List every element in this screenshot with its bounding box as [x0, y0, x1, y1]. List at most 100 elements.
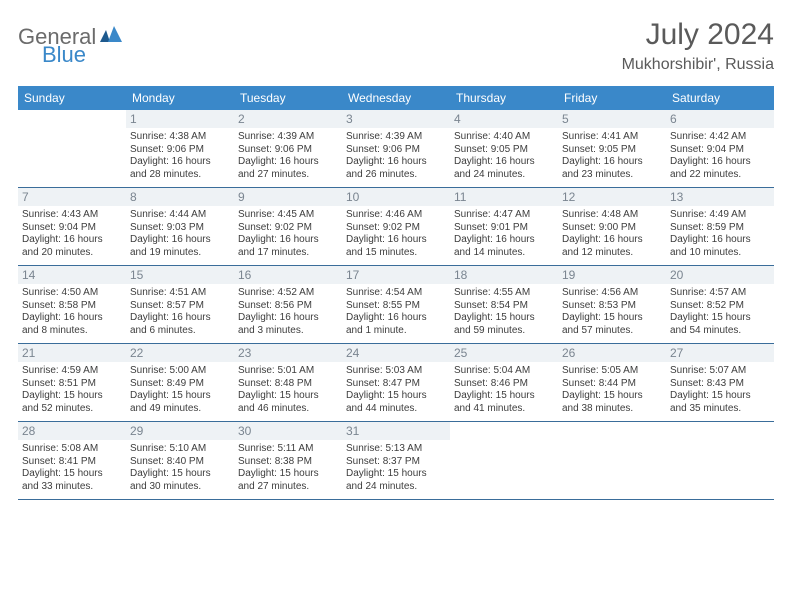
day-number: 9	[234, 188, 342, 206]
sunrise-line: Sunrise: 4:42 AM	[670, 131, 770, 144]
day-number: 31	[342, 422, 450, 440]
day-number: 4	[450, 110, 558, 128]
day-number: 13	[666, 188, 774, 206]
calendar-cell: 27Sunrise: 5:07 AMSunset: 8:43 PMDayligh…	[666, 344, 774, 421]
daylight-line: Daylight: 16 hours and 20 minutes.	[22, 234, 122, 259]
day-number: 5	[558, 110, 666, 128]
weekday-saturday: Saturday	[666, 86, 774, 110]
calendar-cell: 26Sunrise: 5:05 AMSunset: 8:44 PMDayligh…	[558, 344, 666, 421]
sunset-line: Sunset: 9:01 PM	[454, 222, 554, 235]
sunrise-line: Sunrise: 5:10 AM	[130, 443, 230, 456]
daylight-line: Daylight: 16 hours and 26 minutes.	[346, 156, 446, 181]
day-number: 17	[342, 266, 450, 284]
calendar-week: .1Sunrise: 4:38 AMSunset: 9:06 PMDayligh…	[18, 110, 774, 188]
sunset-line: Sunset: 8:38 PM	[238, 456, 338, 469]
daylight-line: Daylight: 15 hours and 41 minutes.	[454, 390, 554, 415]
sunset-line: Sunset: 9:03 PM	[130, 222, 230, 235]
day-number: 21	[18, 344, 126, 362]
month-title: July 2024	[622, 18, 774, 52]
daylight-line: Daylight: 15 hours and 35 minutes.	[670, 390, 770, 415]
calendar-cell: 9Sunrise: 4:45 AMSunset: 9:02 PMDaylight…	[234, 188, 342, 265]
day-number: 20	[666, 266, 774, 284]
daylight-line: Daylight: 15 hours and 57 minutes.	[562, 312, 662, 337]
sunrise-line: Sunrise: 4:59 AM	[22, 365, 122, 378]
weekday-thursday: Thursday	[450, 86, 558, 110]
daylight-line: Daylight: 15 hours and 33 minutes.	[22, 468, 122, 493]
calendar-cell: 30Sunrise: 5:11 AMSunset: 8:38 PMDayligh…	[234, 422, 342, 499]
daylight-line: Daylight: 16 hours and 24 minutes.	[454, 156, 554, 181]
sunset-line: Sunset: 9:00 PM	[562, 222, 662, 235]
calendar-cell: 2Sunrise: 4:39 AMSunset: 9:06 PMDaylight…	[234, 110, 342, 187]
sunset-line: Sunset: 8:51 PM	[22, 378, 122, 391]
daylight-line: Daylight: 16 hours and 17 minutes.	[238, 234, 338, 259]
sunset-line: Sunset: 8:57 PM	[130, 300, 230, 313]
sunrise-line: Sunrise: 4:40 AM	[454, 131, 554, 144]
calendar-cell: 18Sunrise: 4:55 AMSunset: 8:54 PMDayligh…	[450, 266, 558, 343]
sunrise-line: Sunrise: 5:04 AM	[454, 365, 554, 378]
calendar-cell: 14Sunrise: 4:50 AMSunset: 8:58 PMDayligh…	[18, 266, 126, 343]
daylight-line: Daylight: 16 hours and 23 minutes.	[562, 156, 662, 181]
calendar-cell: 22Sunrise: 5:00 AMSunset: 8:49 PMDayligh…	[126, 344, 234, 421]
day-number: 11	[450, 188, 558, 206]
sunrise-line: Sunrise: 4:50 AM	[22, 287, 122, 300]
sunrise-line: Sunrise: 4:51 AM	[130, 287, 230, 300]
day-number: 28	[18, 422, 126, 440]
day-number: 14	[18, 266, 126, 284]
sunset-line: Sunset: 8:44 PM	[562, 378, 662, 391]
logo-flag-icon	[100, 26, 124, 49]
daylight-line: Daylight: 15 hours and 30 minutes.	[130, 468, 230, 493]
location-label: Mukhorshibir', Russia	[622, 56, 774, 74]
daylight-line: Daylight: 16 hours and 15 minutes.	[346, 234, 446, 259]
day-number: 30	[234, 422, 342, 440]
calendar-cell: 7Sunrise: 4:43 AMSunset: 9:04 PMDaylight…	[18, 188, 126, 265]
day-number: 24	[342, 344, 450, 362]
sunrise-line: Sunrise: 4:56 AM	[562, 287, 662, 300]
logo-text-blue: Blue	[42, 42, 86, 67]
day-number: 19	[558, 266, 666, 284]
day-number: 7	[18, 188, 126, 206]
sunset-line: Sunset: 8:58 PM	[22, 300, 122, 313]
calendar-cell: 29Sunrise: 5:10 AMSunset: 8:40 PMDayligh…	[126, 422, 234, 499]
day-number: 23	[234, 344, 342, 362]
sunrise-line: Sunrise: 4:38 AM	[130, 131, 230, 144]
weekday-header-row: Sunday Monday Tuesday Wednesday Thursday…	[18, 86, 774, 110]
calendar-cell: 24Sunrise: 5:03 AMSunset: 8:47 PMDayligh…	[342, 344, 450, 421]
calendar-cell: 19Sunrise: 4:56 AMSunset: 8:53 PMDayligh…	[558, 266, 666, 343]
sunset-line: Sunset: 9:02 PM	[346, 222, 446, 235]
day-number: 3	[342, 110, 450, 128]
sunset-line: Sunset: 9:05 PM	[562, 144, 662, 157]
sunrise-line: Sunrise: 4:44 AM	[130, 209, 230, 222]
calendar-cell: .	[666, 422, 774, 499]
sunset-line: Sunset: 8:46 PM	[454, 378, 554, 391]
daylight-line: Daylight: 16 hours and 19 minutes.	[130, 234, 230, 259]
calendar-cell: .	[18, 110, 126, 187]
calendar-cell: 21Sunrise: 4:59 AMSunset: 8:51 PMDayligh…	[18, 344, 126, 421]
daylight-line: Daylight: 15 hours and 46 minutes.	[238, 390, 338, 415]
sunrise-line: Sunrise: 5:05 AM	[562, 365, 662, 378]
sunrise-line: Sunrise: 4:55 AM	[454, 287, 554, 300]
sunrise-line: Sunrise: 5:11 AM	[238, 443, 338, 456]
calendar-cell: 28Sunrise: 5:08 AMSunset: 8:41 PMDayligh…	[18, 422, 126, 499]
calendar-cell: 17Sunrise: 4:54 AMSunset: 8:55 PMDayligh…	[342, 266, 450, 343]
daylight-line: Daylight: 15 hours and 54 minutes.	[670, 312, 770, 337]
sunrise-line: Sunrise: 5:07 AM	[670, 365, 770, 378]
calendar-grid: .1Sunrise: 4:38 AMSunset: 9:06 PMDayligh…	[18, 110, 774, 500]
daylight-line: Daylight: 15 hours and 24 minutes.	[346, 468, 446, 493]
calendar-page: General July 2024 Mukhorshibir', Russia …	[0, 0, 792, 500]
sunrise-line: Sunrise: 5:03 AM	[346, 365, 446, 378]
sunrise-line: Sunrise: 4:39 AM	[238, 131, 338, 144]
sunset-line: Sunset: 8:49 PM	[130, 378, 230, 391]
sunset-line: Sunset: 8:47 PM	[346, 378, 446, 391]
calendar-cell: 15Sunrise: 4:51 AMSunset: 8:57 PMDayligh…	[126, 266, 234, 343]
sunset-line: Sunset: 9:04 PM	[22, 222, 122, 235]
day-number: 16	[234, 266, 342, 284]
sunset-line: Sunset: 8:37 PM	[346, 456, 446, 469]
sunrise-line: Sunrise: 4:54 AM	[346, 287, 446, 300]
day-number: 15	[126, 266, 234, 284]
day-number: 25	[450, 344, 558, 362]
calendar-week: 28Sunrise: 5:08 AMSunset: 8:41 PMDayligh…	[18, 422, 774, 500]
calendar-cell: 5Sunrise: 4:41 AMSunset: 9:05 PMDaylight…	[558, 110, 666, 187]
calendar-cell: 4Sunrise: 4:40 AMSunset: 9:05 PMDaylight…	[450, 110, 558, 187]
calendar-cell: 31Sunrise: 5:13 AMSunset: 8:37 PMDayligh…	[342, 422, 450, 499]
sunset-line: Sunset: 8:43 PM	[670, 378, 770, 391]
